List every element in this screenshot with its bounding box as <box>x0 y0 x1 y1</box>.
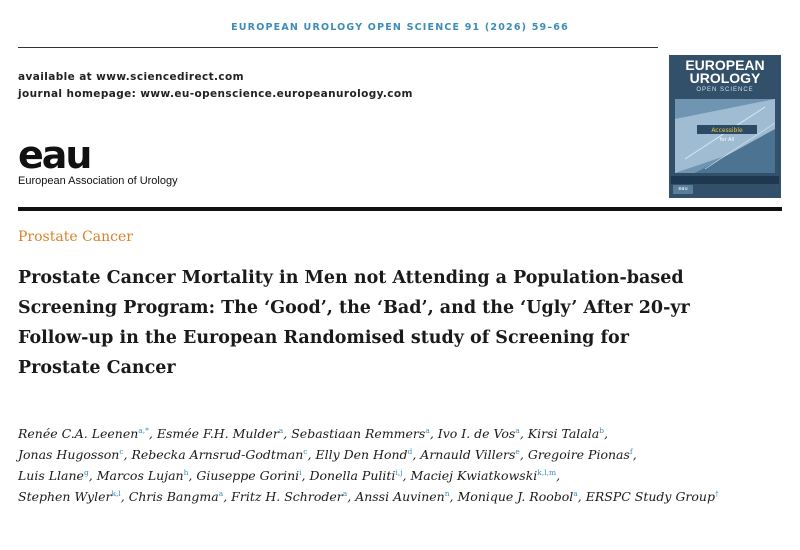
publisher-name: European Association of Urology <box>18 175 178 187</box>
author-affiliation[interactable]: k,l <box>111 489 121 498</box>
author-affiliation[interactable]: a <box>425 426 430 435</box>
author-affiliation[interactable]: e <box>515 447 520 456</box>
cover-artwork: Accessible for All <box>675 99 775 173</box>
sciencedirect-link[interactable]: available at www.sciencedirect.com <box>18 71 245 83</box>
author-affiliation[interactable]: d <box>407 447 413 456</box>
author-name[interactable]: Luis Llane <box>18 468 84 483</box>
cover-strip <box>671 176 779 184</box>
cover-title: EUROPEAN UROLOGY <box>685 57 765 86</box>
author-affiliation[interactable]: a <box>515 426 520 435</box>
article-title-line: Follow-up in the European Randomised stu… <box>18 328 629 348</box>
eau-logo: eau <box>18 136 92 172</box>
author-list: Renée C.A. Leenena,*, Esmée F.H. Muldera… <box>18 426 719 504</box>
cover-subtitle: OPEN SCIENCE <box>696 87 754 93</box>
article-title: Prostate Cancer Mortality in Men not Att… <box>18 263 788 383</box>
author-affiliation[interactable]: a <box>218 489 224 498</box>
article-title-line: Prostate Cancer Mortality in Men not Att… <box>18 268 684 288</box>
author-name[interactable]: Sebastiaan Remmers <box>291 426 426 441</box>
author-affiliation[interactable]: a,* <box>138 426 149 435</box>
author-affiliation[interactable]: c <box>119 447 124 456</box>
masthead-divider <box>18 207 782 211</box>
header-divider <box>18 47 658 48</box>
author-name[interactable]: Gregoire Pionas <box>527 447 630 462</box>
author-name[interactable]: Anssi Auvinen <box>355 489 445 504</box>
author-name[interactable]: Chris Bangma <box>128 489 219 504</box>
cover-banner: Accessible <box>711 127 743 134</box>
cover-eau-badge: eau <box>673 185 693 194</box>
author-affiliation[interactable]: g <box>83 468 89 477</box>
journal-running-header: EUROPEAN UROLOGY OPEN SCIENCE 91 (2026) … <box>231 22 569 33</box>
author-name[interactable]: Rebecka Arnsrud-Godtman <box>131 447 304 462</box>
author-name[interactable]: Monique J. Roobol <box>457 489 574 504</box>
author-name[interactable]: Kirsi Talala <box>527 426 600 441</box>
journal-homepage-link[interactable]: journal homepage: www.eu-openscience.eur… <box>18 88 413 100</box>
journal-cover-thumbnail[interactable]: EUROPEAN UROLOGY OPEN SCIENCE Accessible… <box>669 55 781 198</box>
author-name[interactable]: Maciej Kwiatkowski <box>410 468 538 483</box>
author-affiliation[interactable]: † <box>714 489 719 498</box>
author-name[interactable]: Elly Den Hond <box>315 447 408 462</box>
author-name[interactable]: Fritz H. Schroder <box>231 489 343 504</box>
article-title-line: Prostate Cancer <box>18 358 176 378</box>
author-affiliation[interactable]: a <box>342 489 348 498</box>
author-name[interactable]: Donella Puliti <box>309 468 396 483</box>
author-name[interactable]: Ivo I. de Vos <box>437 426 516 441</box>
author-affiliation[interactable]: a <box>573 489 578 498</box>
author-affiliation[interactable]: h <box>183 468 189 477</box>
author-affiliation[interactable]: i <box>299 468 302 477</box>
author-affiliation[interactable]: n <box>444 489 450 498</box>
author-name[interactable]: Jonas Hugosson <box>18 447 120 462</box>
eau-logo-text: eau <box>18 136 90 172</box>
author-name[interactable]: Arnauld Villers <box>420 447 516 462</box>
author-name[interactable]: Marcos Lujan <box>96 468 184 483</box>
author-name[interactable]: Esmée F.H. Mulder <box>156 426 279 441</box>
cover-banner-2: for All <box>720 137 735 143</box>
author-affiliation[interactable]: c <box>303 447 308 456</box>
author-name[interactable]: ERSPC Study Group <box>585 489 715 504</box>
author-affiliation[interactable]: a <box>278 426 284 435</box>
author-name[interactable]: Renée C.A. Leenen <box>18 426 139 441</box>
article-title-line: Screening Program: The ‘Good’, the ‘Bad’… <box>18 298 690 318</box>
author-affiliation[interactable]: b <box>599 426 605 435</box>
author-affiliation[interactable]: f <box>629 447 633 456</box>
author-affiliation[interactable]: i,j <box>395 468 403 477</box>
author-name[interactable]: Giuseppe Gorini <box>196 468 300 483</box>
journal-availability: available at www.sciencedirect.com journ… <box>18 69 413 103</box>
author-name[interactable]: Stephen Wyler <box>18 489 112 504</box>
article-section-label: Prostate Cancer <box>18 229 133 245</box>
author-affiliation[interactable]: k,l,m <box>537 468 557 477</box>
